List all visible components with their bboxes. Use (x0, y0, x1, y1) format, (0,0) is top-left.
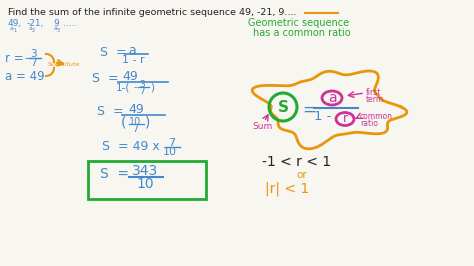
Text: 49: 49 (128, 103, 144, 116)
Text: 3: 3 (57, 28, 60, 33)
Text: a = 49: a = 49 (5, 70, 45, 83)
Text: r: r (342, 113, 347, 126)
Text: 7: 7 (139, 87, 145, 96)
Text: Substitute: Substitute (48, 62, 81, 67)
Text: Find the sum of the infinite geometric sequence 49, -21, 9....: Find the sum of the infinite geometric s… (8, 8, 296, 17)
Text: Sum: Sum (252, 122, 272, 131)
Text: 1 - r: 1 - r (122, 55, 145, 65)
Text: r =: r = (5, 52, 24, 65)
Text: common: common (360, 112, 393, 121)
Text: -: - (24, 52, 28, 65)
Text: a: a (29, 26, 33, 31)
Text: (: ( (121, 116, 127, 130)
Text: 49: 49 (122, 70, 138, 83)
Text: 7: 7 (168, 138, 175, 148)
Text: 1-(: 1-( (116, 83, 130, 93)
Text: S  =: S = (100, 167, 129, 181)
Text: =: = (302, 101, 316, 119)
Text: 1 -: 1 - (314, 110, 331, 123)
Text: 10: 10 (136, 177, 154, 191)
Text: ): ) (145, 116, 150, 130)
Text: -1 < r < 1: -1 < r < 1 (262, 155, 331, 169)
Text: 49,: 49, (8, 19, 22, 28)
Text: -21,: -21, (27, 19, 45, 28)
Text: S  =: S = (97, 105, 124, 118)
Text: |r| < 1: |r| < 1 (265, 182, 309, 197)
Text: Geometric sequence: Geometric sequence (248, 18, 349, 28)
Text: S  = 49 x: S = 49 x (102, 140, 160, 153)
Text: 9: 9 (53, 19, 59, 28)
Text: -: - (134, 82, 138, 92)
Polygon shape (252, 71, 407, 149)
Text: a: a (54, 26, 58, 31)
Text: 3: 3 (139, 80, 145, 89)
Text: .....: ..... (63, 19, 77, 28)
Text: a: a (128, 44, 136, 57)
Text: 10: 10 (129, 117, 141, 127)
Text: S: S (277, 99, 289, 114)
Text: 343: 343 (132, 164, 158, 178)
FancyBboxPatch shape (89, 160, 207, 198)
Text: 7: 7 (132, 124, 138, 134)
Text: or: or (296, 170, 307, 180)
Text: ratio: ratio (360, 119, 378, 128)
Text: 1: 1 (13, 28, 16, 33)
Text: 3: 3 (30, 49, 36, 59)
Text: 2: 2 (32, 28, 35, 33)
Text: a: a (328, 91, 337, 105)
Text: first: first (366, 88, 382, 97)
Text: S  =: S = (100, 46, 127, 59)
Text: 7: 7 (30, 58, 36, 68)
Text: a: a (10, 26, 14, 31)
Text: has a common ratio: has a common ratio (253, 28, 351, 38)
Text: S  =: S = (92, 72, 118, 85)
Text: ): ) (150, 83, 154, 93)
Text: term: term (366, 95, 384, 104)
Text: 10: 10 (163, 147, 177, 157)
